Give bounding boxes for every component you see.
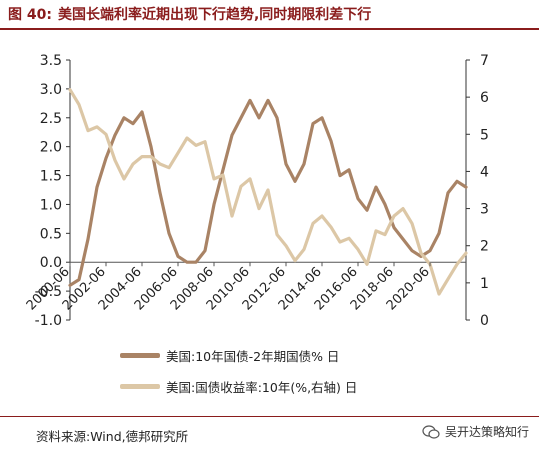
figure-number: 图 40: xyxy=(8,7,52,23)
left-tick-label: 2.0 xyxy=(40,140,62,156)
right-tick-label: 1 xyxy=(480,276,489,292)
legend-label-yield: 美国:国债收益率:10年(%,右轴) 日 xyxy=(166,380,358,395)
source-note: 资料来源:Wind,德邦研究所 xyxy=(36,429,189,444)
left-tick-label: 1.0 xyxy=(40,197,62,213)
left-tick-label: 2.5 xyxy=(40,111,62,127)
right-tick-label: 3 xyxy=(480,202,489,218)
right-tick-label: 7 xyxy=(480,53,489,69)
right-tick-label: 0 xyxy=(480,313,489,329)
left-tick-label: -0.5 xyxy=(35,284,62,300)
watermark: 吴开达策略知行 xyxy=(422,423,529,440)
figure-title-text: 美国长端利率近期出现下行趋势,同时期限利差下行 xyxy=(57,7,372,23)
left-tick-label: 3.5 xyxy=(40,53,62,69)
left-tick-label: -1.0 xyxy=(35,313,62,329)
title-rule xyxy=(0,28,539,30)
right-tick-label: 2 xyxy=(480,239,489,255)
right-tick-label: 5 xyxy=(480,127,489,143)
line-chart: -1.0 -0.5 0.0 0.5 1.0 1.5 2.0 2.5 3.0 3.5 0 1 2 3 4 5 6 7… xyxy=(24,53,489,329)
series-line-spread xyxy=(68,98,468,287)
left-tick-label: 3.0 xyxy=(40,82,62,98)
left-tick-label: 0.5 xyxy=(40,226,62,242)
left-tick-label: 1.5 xyxy=(40,169,62,185)
left-tick-label: 0.0 xyxy=(40,255,62,271)
watermark-text: 吴开达策略知行 xyxy=(444,425,529,439)
legend-item-spread: 美国:10年国债-2年期国债% 日 xyxy=(120,346,339,365)
right-tick-label: 6 xyxy=(480,90,489,106)
legend-swatch-spread xyxy=(120,353,160,358)
legend-swatch-yield xyxy=(120,384,160,389)
right-tick-label: 4 xyxy=(480,164,489,180)
legend-item-yield: 美国:国债收益率:10年(%,右轴) 日 xyxy=(120,377,357,396)
footer-rule xyxy=(0,416,539,417)
figure-title: 图 40: 美国长端利率近期出现下行趋势,同时期限利差下行 xyxy=(8,4,371,24)
legend-label-spread: 美国:10年国债-2年期国债% 日 xyxy=(166,349,340,364)
wechat-icon xyxy=(422,424,440,439)
series-line-yield xyxy=(68,88,468,296)
